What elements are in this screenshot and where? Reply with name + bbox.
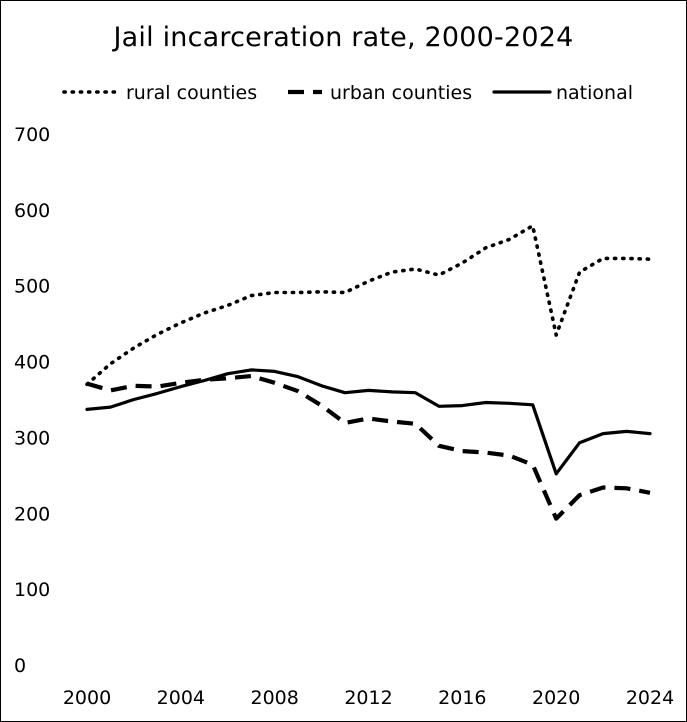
- x-tick-label: 2012: [344, 687, 392, 709]
- y-tick-label: 0: [14, 655, 26, 677]
- y-tick-label: 700: [14, 124, 50, 146]
- legend-label: national: [556, 82, 633, 104]
- y-tick-label: 600: [14, 200, 50, 222]
- series-line-rural-counties: [85, 224, 652, 387]
- x-tick-label: 2008: [250, 687, 298, 709]
- legend-label: urban counties: [330, 82, 472, 104]
- series-line-urban-counties: [86, 373, 651, 521]
- legend-label: rural counties: [126, 82, 257, 104]
- x-tick-label: 2024: [626, 687, 674, 709]
- chart-title: Jail incarceration rate, 2000-2024: [113, 22, 574, 53]
- y-tick-label: 200: [14, 503, 50, 525]
- y-tick-label: 100: [14, 579, 50, 601]
- x-tick-label: 2004: [157, 687, 205, 709]
- y-tick-label: 400: [14, 352, 50, 374]
- x-tick-label: 2000: [63, 687, 111, 709]
- x-tick-label: 2020: [532, 687, 580, 709]
- x-tick-label: 2016: [438, 687, 486, 709]
- series-line-national: [85, 368, 652, 476]
- y-tick-label: 300: [14, 427, 50, 449]
- y-tick-label: 500: [14, 276, 50, 298]
